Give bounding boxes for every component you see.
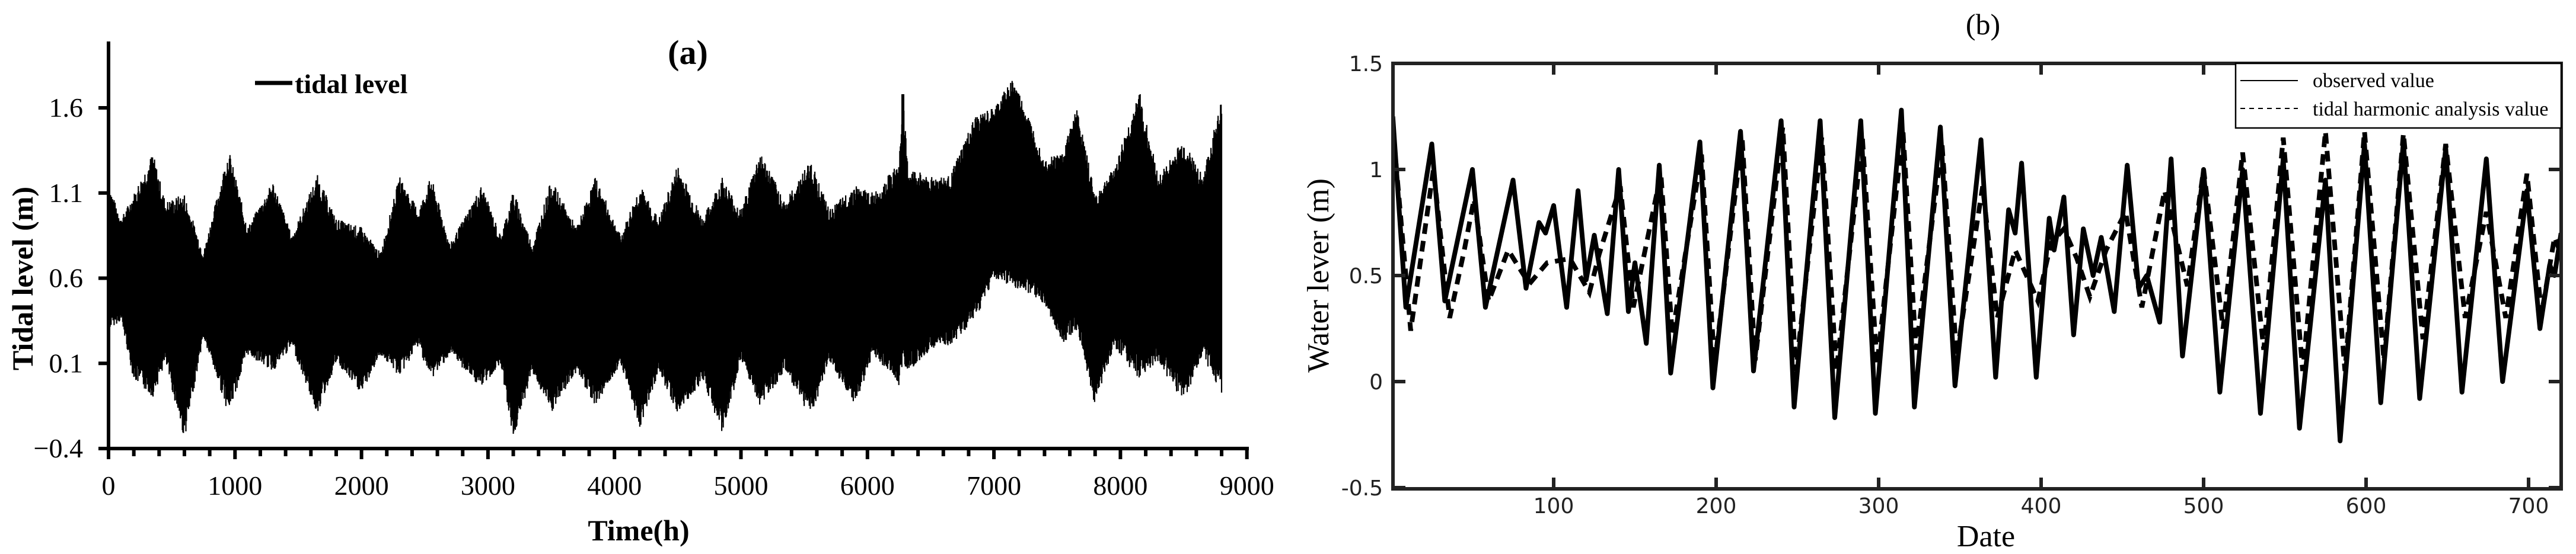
x-tick-label: 6000 [840,470,895,501]
y-tick-label: 0.6 [49,263,84,293]
y-axis-label-a: Tidal level (m) [6,187,39,370]
chart-a-svg: 1.6 1.1 0.6 0.1 −0.4 0 1000 2000 3000 4000 5000 60… [6,33,1274,547]
legend-label-tidal-level: tidal level [295,69,407,99]
x-tick-label: 5000 [714,470,769,501]
legend-label-harmonic: tidal harmonic analysis value [2313,98,2549,120]
x-tick-label: 3000 [461,470,515,501]
y-tick-label: −0.4 [34,433,83,463]
tidal-level-trace [107,81,1223,434]
observed-value-series [1393,107,2561,444]
chart-panel-b: 1.5 1 0.5 0 -0.5 100 200 300 400 500 600 700 obser… [1281,0,2576,554]
x-tick-label: 0 [102,470,116,501]
x-tick-label: 500 [2183,494,2224,518]
y-tick-label: 0.5 [1349,264,1383,289]
x-tick-label: 4000 [587,470,642,501]
y-axis-label-b: Water lever (m) [1302,178,1335,373]
x-tick-label: 400 [2021,494,2062,518]
x-tick-label: 700 [2508,494,2549,518]
panel-title-a: (a) [668,33,708,72]
x-axis-label-b: Date [1957,520,2015,553]
legend-label-observed: observed value [2313,70,2434,92]
y-tick-label: 1 [1369,158,1383,182]
x-tick-label: 600 [2346,494,2387,518]
x-tick-label: 8000 [1093,470,1147,501]
x-ticks-b: 100 200 300 400 500 600 700 [1534,63,2549,518]
legend-box-b [2234,62,2562,129]
chart-panel-a: 1.6 1.1 0.6 0.1 −0.4 0 1000 2000 3000 4000 5000 60… [0,0,1281,554]
y-ticks-a: 1.6 1.1 0.6 0.1 −0.4 [34,92,109,463]
x-axis-label-a: Time(h) [588,514,689,547]
y-tick-label: 0 [1369,370,1383,395]
x-tick-label: 300 [1858,494,1899,518]
y-tick-label: 1.5 [1349,52,1383,76]
x-tick-label: 1000 [208,470,262,501]
x-tick-label: 9000 [1220,470,1274,501]
y-tick-label: 1.1 [49,178,84,208]
y-tick-label: 1.6 [49,92,84,123]
y-tick-label: 0.1 [49,348,84,378]
x-tick-label: 2000 [334,470,389,501]
y-ticks-b: 1.5 1 0.5 0 -0.5 [1341,52,2561,501]
x-tick-label: 200 [1696,494,1737,518]
tidal-level-series [107,81,1223,434]
y-tick-label: -0.5 [1341,476,1383,501]
chart-b-svg: 1.5 1 0.5 0 -0.5 100 200 300 400 500 600 700 obser… [1302,8,2563,553]
x-tick-label: 100 [1534,494,1574,518]
panel-title-b: (b) [1966,8,2000,41]
x-tick-label: 7000 [967,470,1021,501]
x-ticks-a: 0 1000 2000 3000 4000 5000 6000 7000 8000 9000 [102,449,1274,501]
